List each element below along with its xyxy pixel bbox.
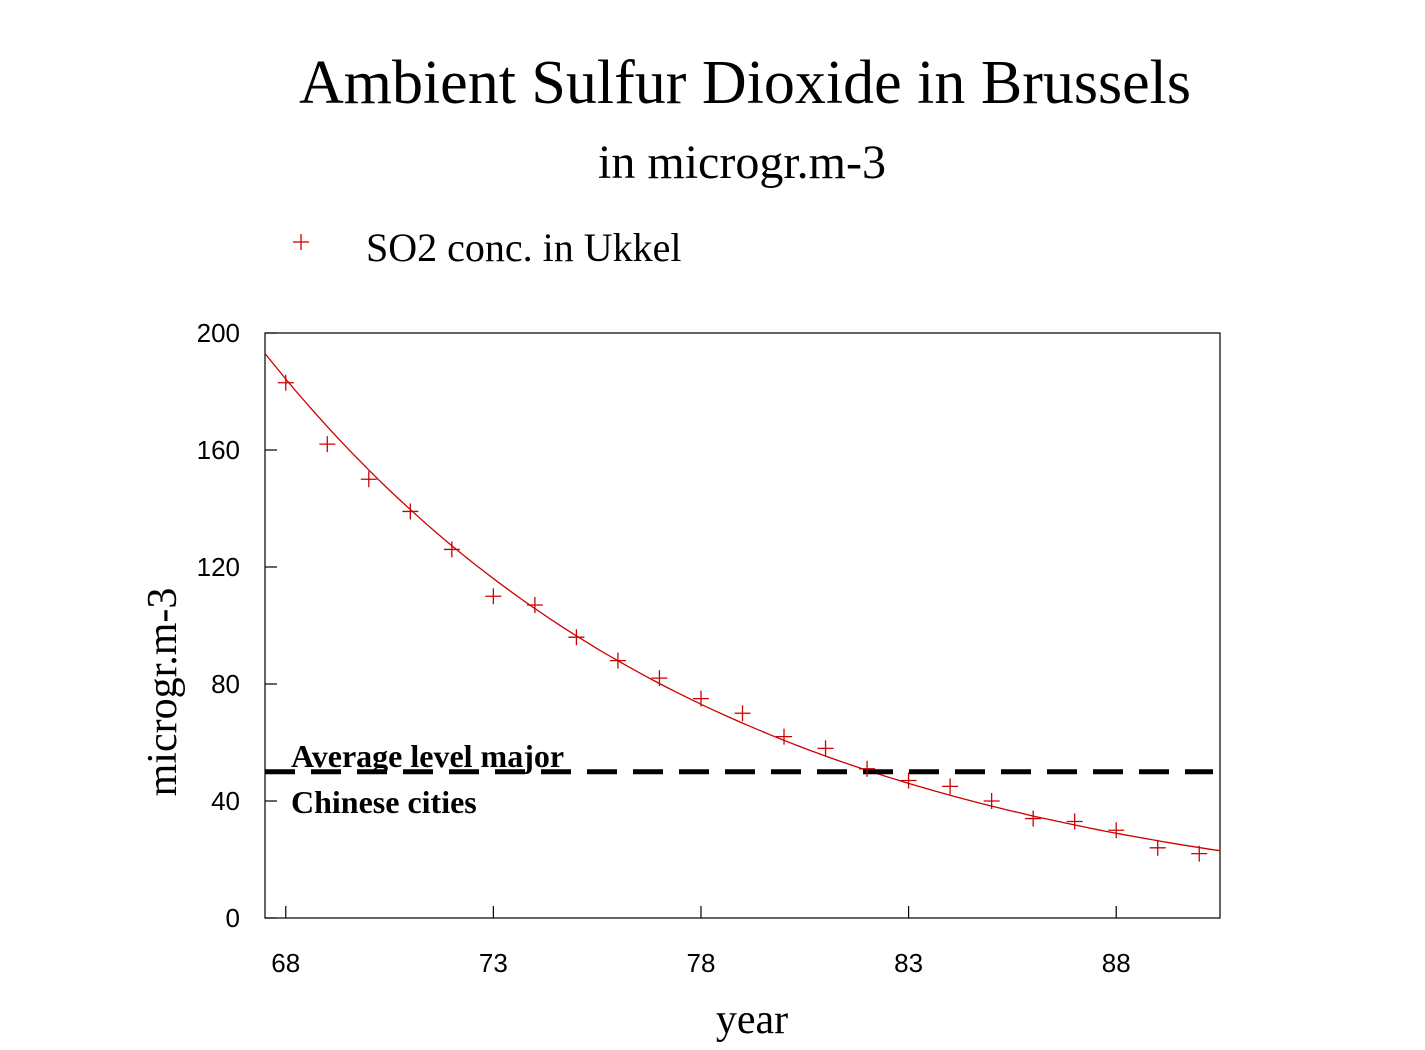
data-point	[776, 728, 793, 745]
reference-label-line1: Average level major	[291, 738, 564, 774]
data-point	[609, 652, 626, 669]
data-point	[360, 471, 377, 488]
data-point	[443, 541, 460, 558]
data-point	[1025, 810, 1042, 827]
data-point	[485, 588, 502, 605]
x-tick-label: 68	[271, 948, 300, 978]
data-point	[900, 772, 917, 789]
y-axis-title: microgr.m-3	[140, 588, 186, 797]
x-tick-label: 73	[479, 948, 508, 978]
data-point	[859, 760, 876, 777]
legend: SO2 conc. in Ukkel	[293, 225, 682, 270]
legend-marker-plus	[293, 234, 309, 250]
plot-area: 0 40 80 120 160 200 68 73 78 83 88	[197, 318, 1221, 978]
data-point	[319, 436, 336, 453]
data-point	[1108, 822, 1125, 839]
data-point	[277, 374, 294, 391]
y-tick-label: 160	[197, 435, 240, 465]
data-point	[526, 597, 543, 614]
x-tick-label: 88	[1102, 948, 1131, 978]
y-tick-label: 120	[197, 552, 240, 582]
y-tick-label: 80	[211, 669, 240, 699]
x-axis-title: year	[716, 997, 788, 1043]
data-point	[734, 705, 751, 722]
data-points	[277, 374, 1208, 862]
legend-marker-glyph	[293, 234, 309, 250]
x-axis: 68 73 78 83 88	[271, 906, 1131, 978]
y-tick-label: 200	[197, 318, 240, 348]
data-point	[1066, 813, 1083, 830]
x-tick-label: 83	[894, 948, 923, 978]
data-point	[983, 793, 1000, 809]
y-tick-label: 0	[226, 903, 240, 933]
data-point	[568, 629, 585, 646]
plot-frame	[264, 332, 1221, 919]
trend-line	[264, 353, 1221, 852]
legend-label: SO2 conc. in Ukkel	[366, 225, 682, 270]
chart-subtitle: in microgr.m-3	[598, 136, 886, 189]
data-point	[651, 670, 668, 687]
chart-title: Ambient Sulfur Dioxide in Brussels	[299, 49, 1191, 117]
data-point	[402, 503, 419, 520]
x-tick-label: 78	[687, 948, 716, 978]
data-point	[692, 690, 709, 707]
y-tick-label: 40	[211, 786, 240, 816]
y-axis: 0 40 80 120 160 200	[197, 318, 277, 933]
data-point	[817, 740, 834, 757]
reference-label-line2: Chinese cities	[291, 784, 477, 820]
data-point	[1149, 839, 1166, 856]
data-point	[942, 778, 959, 795]
data-point	[1191, 845, 1208, 862]
